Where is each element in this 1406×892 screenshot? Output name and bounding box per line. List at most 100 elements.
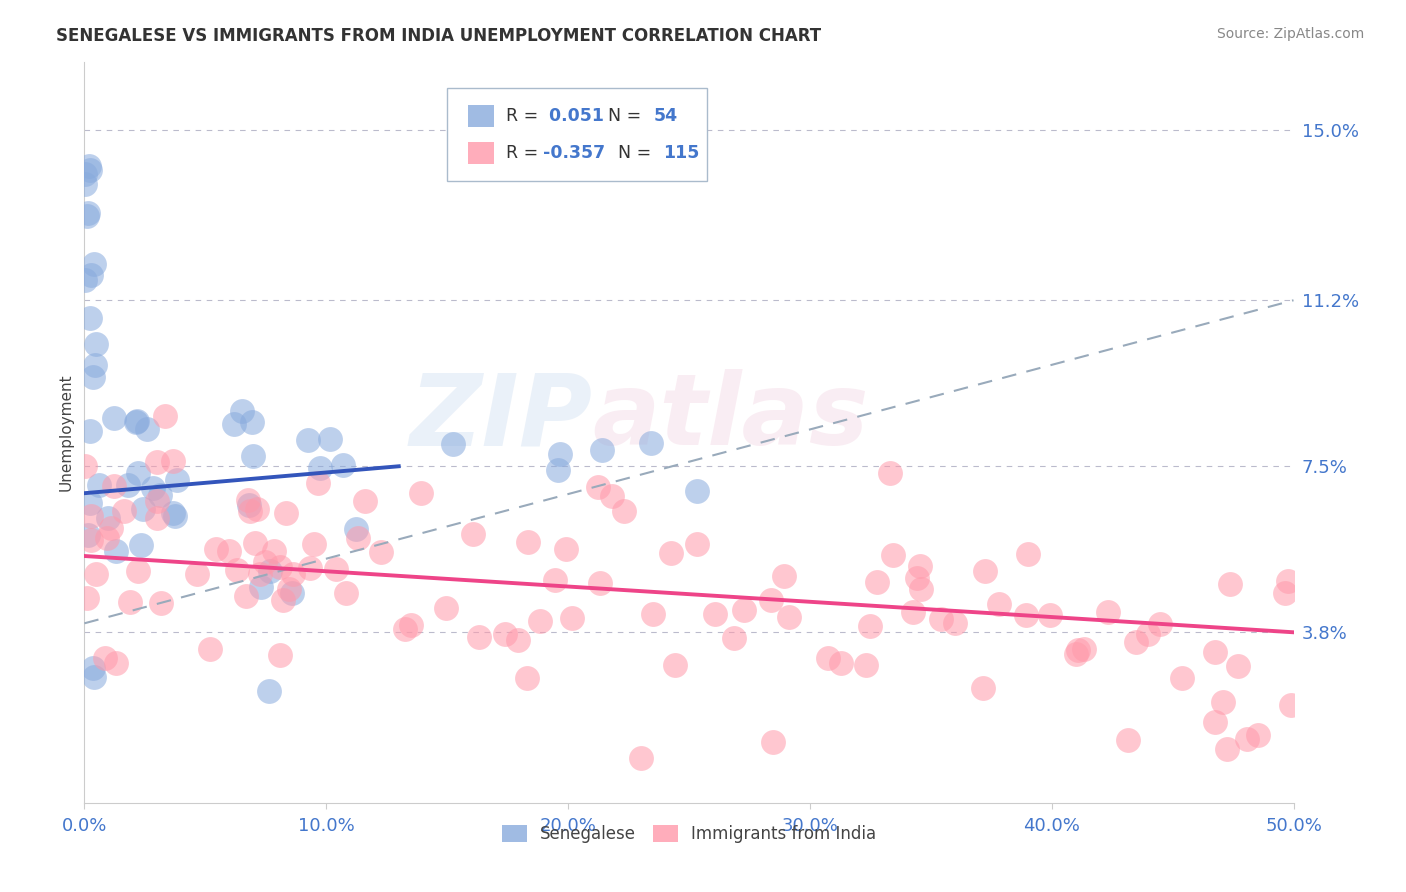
Point: [929, 611, 952, 625]
Point: [467, 630, 489, 644]
Point: [97, 510, 120, 524]
Point: [1279, 698, 1302, 713]
Point: [100, 521, 122, 535]
Point: [685, 537, 707, 551]
Y-axis label: Unemployment: Unemployment: [58, 374, 73, 491]
Point: [112, 504, 135, 518]
Point: [759, 593, 782, 607]
Point: [242, 449, 264, 463]
Point: [1274, 586, 1296, 600]
Point: [1136, 626, 1159, 640]
Point: [299, 561, 322, 575]
Point: [882, 548, 904, 562]
Point: [83, 257, 105, 271]
Point: [239, 504, 262, 518]
Point: [901, 605, 924, 619]
Point: [269, 560, 291, 574]
Point: [1212, 695, 1234, 709]
Legend: Senegalese, Immigrants from India: Senegalese, Immigrants from India: [495, 819, 883, 850]
Point: [332, 458, 354, 472]
Point: [335, 586, 357, 600]
Point: [84, 358, 107, 372]
Text: Source: ZipAtlas.com: Source: ZipAtlas.com: [1216, 27, 1364, 41]
Point: [664, 657, 686, 672]
Point: [370, 545, 392, 559]
Point: [441, 437, 464, 451]
Point: [166, 474, 188, 488]
Point: [103, 410, 125, 425]
Point: [246, 501, 269, 516]
Point: [82, 661, 104, 675]
Text: atlas: atlas: [592, 369, 869, 467]
Point: [263, 544, 285, 558]
Point: [703, 607, 725, 621]
Text: ZIP: ZIP: [409, 369, 592, 467]
Point: [96, 531, 118, 545]
Point: [79, 533, 101, 548]
Point: [1073, 642, 1095, 657]
Point: [974, 564, 997, 578]
Point: [276, 507, 298, 521]
Point: [162, 453, 184, 467]
Point: [269, 648, 291, 662]
Point: [529, 615, 551, 629]
Point: [79, 311, 101, 326]
Point: [302, 537, 325, 551]
Point: [283, 567, 305, 582]
Point: [186, 567, 208, 582]
Point: [76, 209, 98, 223]
Point: [117, 478, 139, 492]
Point: [347, 531, 370, 545]
Text: R =: R =: [506, 107, 544, 125]
Point: [104, 544, 127, 558]
Point: [149, 488, 172, 502]
Point: [778, 610, 800, 624]
Point: [589, 575, 612, 590]
Point: [1277, 574, 1299, 589]
Point: [245, 536, 267, 550]
Point: [1236, 731, 1258, 746]
Point: [75, 177, 97, 191]
Point: [600, 489, 623, 503]
Point: [218, 544, 240, 558]
Point: [506, 632, 529, 647]
FancyBboxPatch shape: [447, 88, 707, 181]
Point: [910, 582, 932, 597]
Point: [150, 596, 173, 610]
Point: [231, 404, 253, 418]
Point: [146, 455, 169, 469]
Point: [354, 494, 377, 508]
Point: [238, 498, 260, 512]
Point: [76, 206, 98, 220]
Point: [346, 522, 368, 536]
Point: [548, 447, 571, 461]
Point: [1204, 644, 1226, 658]
Point: [855, 658, 877, 673]
Point: [543, 574, 565, 588]
Point: [79, 425, 101, 439]
Point: [1017, 547, 1039, 561]
Point: [1125, 634, 1147, 648]
Point: [205, 542, 228, 557]
Point: [75, 273, 97, 287]
Point: [908, 558, 931, 573]
Point: [434, 601, 457, 615]
Point: [76, 591, 98, 606]
Point: [146, 493, 169, 508]
Point: [516, 671, 538, 685]
Point: [762, 735, 785, 749]
Point: [118, 595, 141, 609]
Point: [80, 268, 103, 282]
Point: [1066, 647, 1088, 661]
Point: [132, 502, 155, 516]
Point: [399, 618, 422, 632]
Point: [866, 574, 889, 589]
Point: [75, 167, 97, 181]
Point: [1015, 607, 1038, 622]
Point: [409, 486, 432, 500]
Point: [273, 592, 295, 607]
Point: [297, 433, 319, 447]
Point: [319, 432, 342, 446]
Point: [79, 163, 101, 178]
Point: [277, 582, 299, 597]
